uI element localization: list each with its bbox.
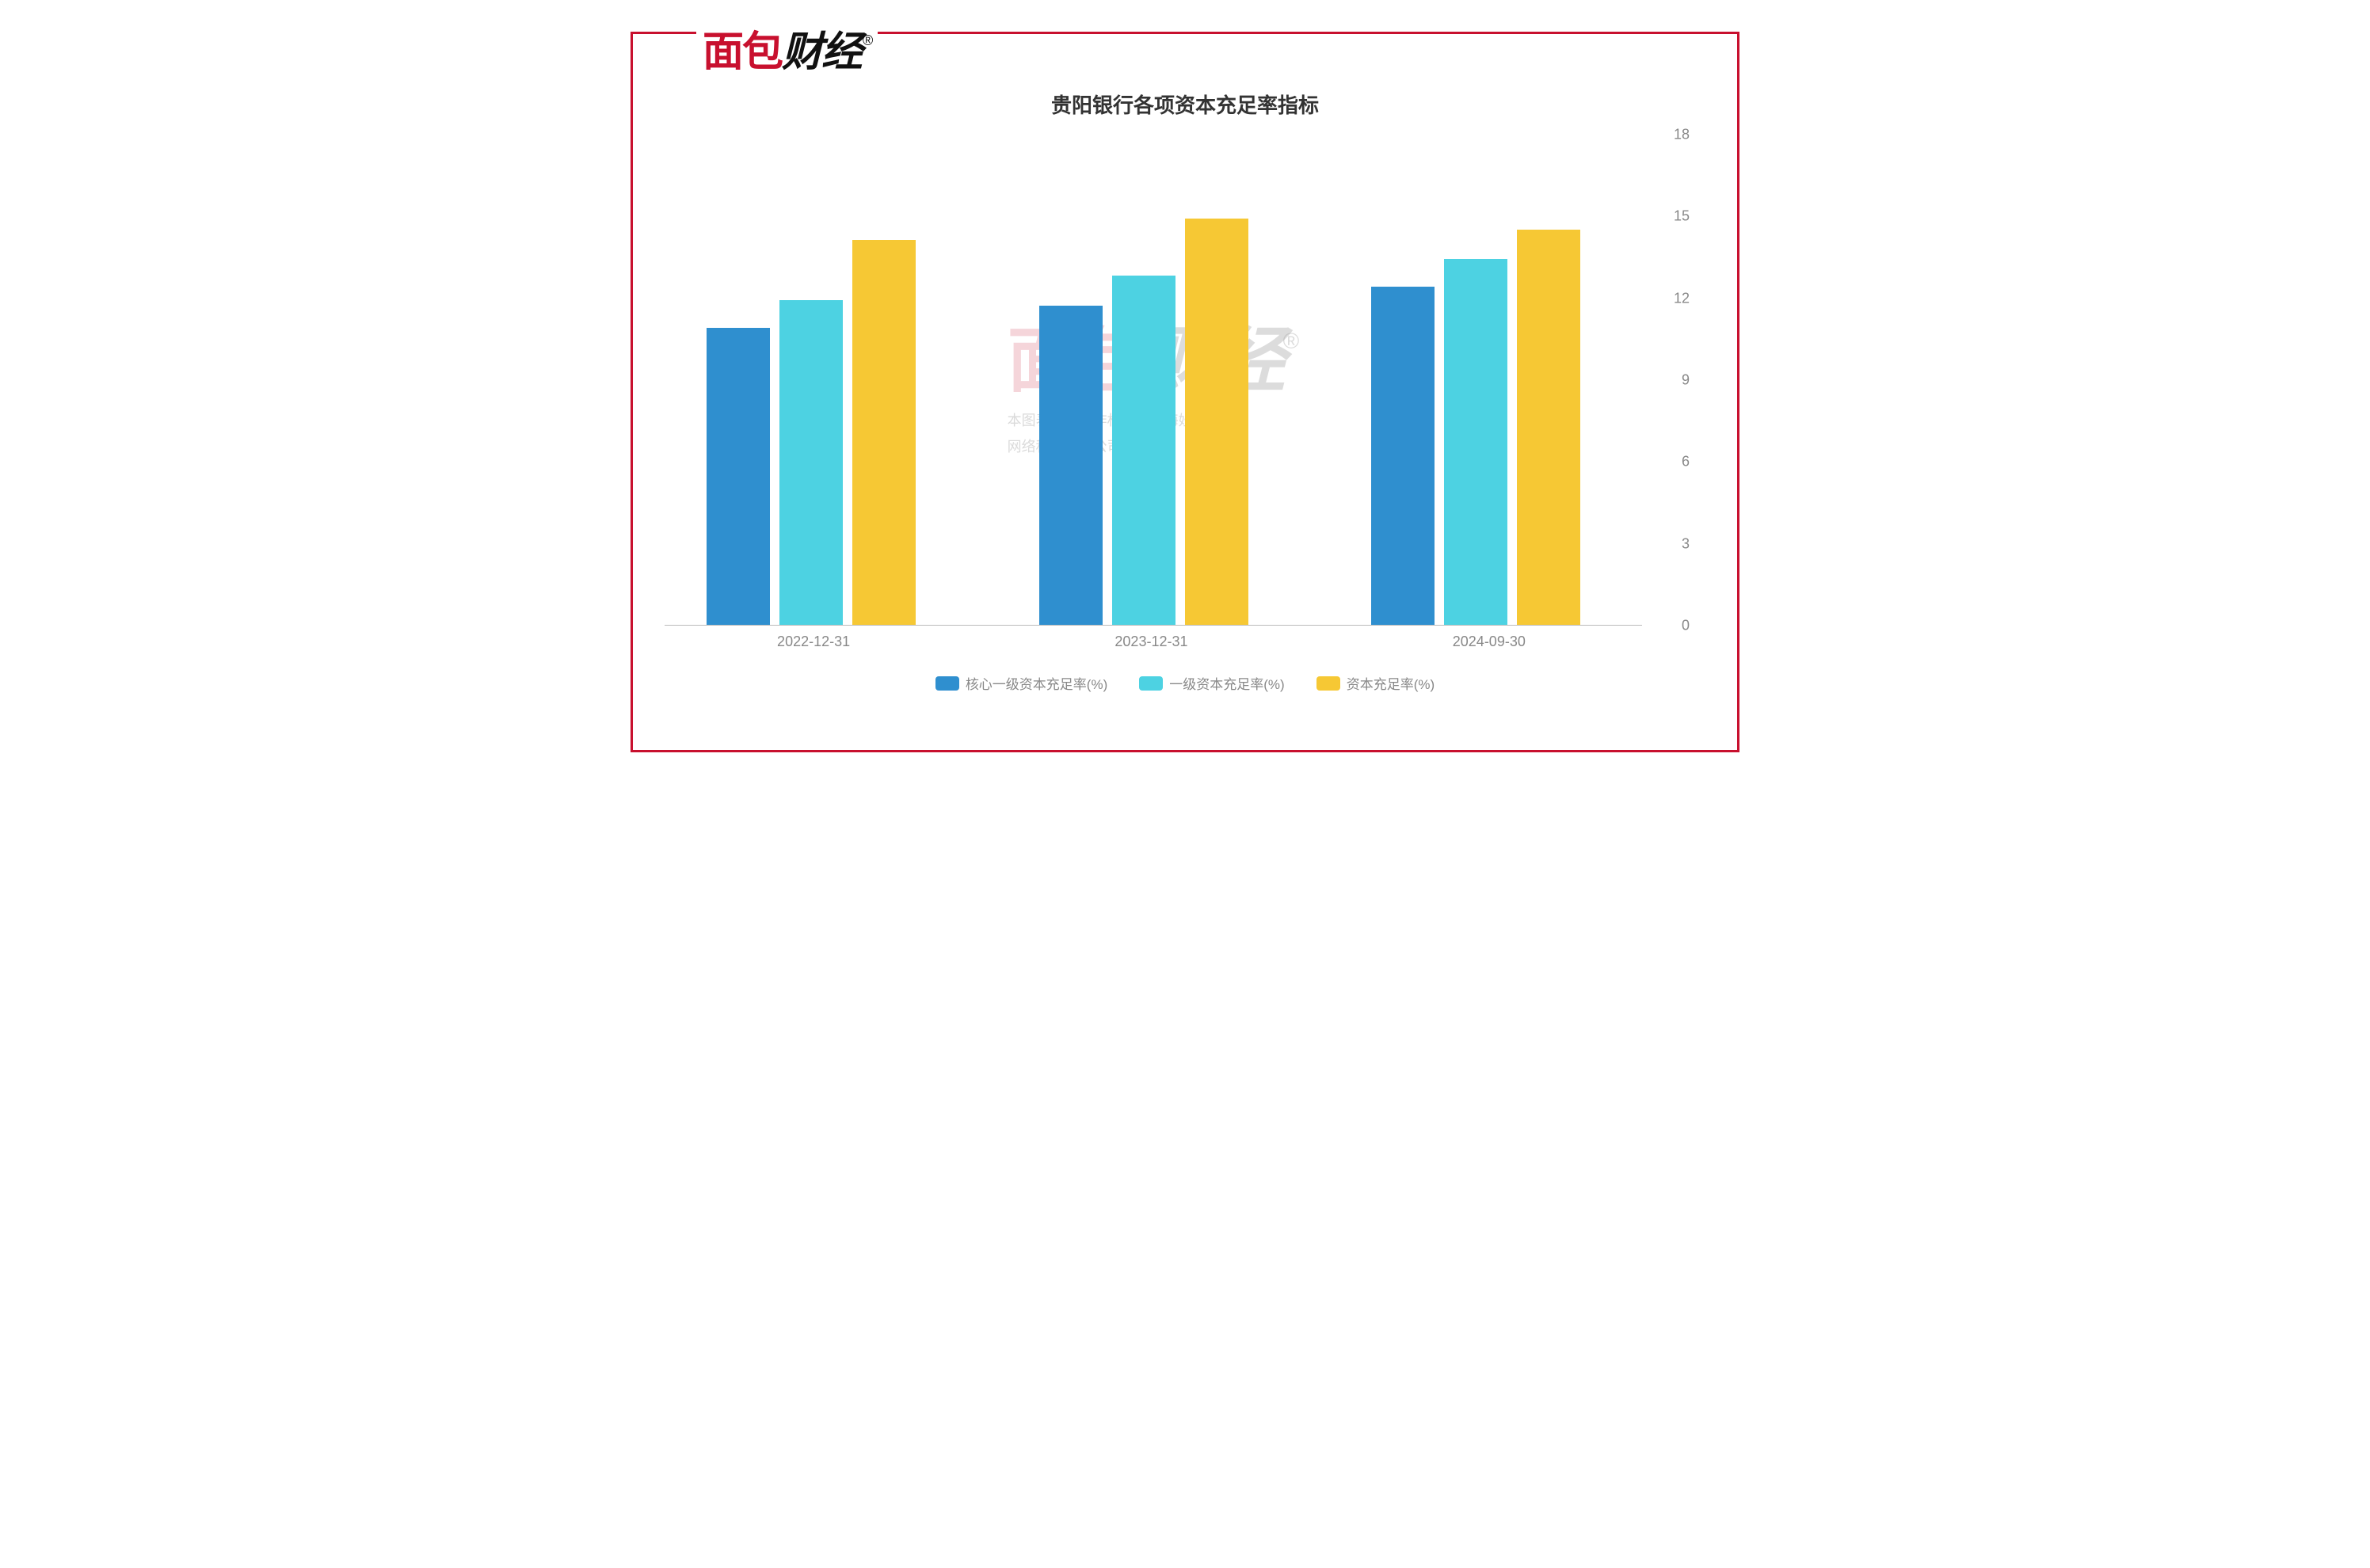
- bar-group: [707, 240, 916, 625]
- legend-item: 一级资本充足率(%): [1139, 673, 1284, 693]
- legend-label: 一级资本充足率(%): [1169, 673, 1284, 693]
- bar: [1371, 287, 1435, 625]
- y-tick-label: 6: [1682, 454, 1690, 470]
- logo-black-text: 财经: [782, 18, 861, 78]
- legend-item: 核心一级资本充足率(%): [935, 673, 1107, 693]
- legend-swatch: [1139, 676, 1163, 691]
- watermark-registered-icon: ®: [1283, 329, 1300, 354]
- legend: 核心一级资本充足率(%) 一级资本充足率(%) 资本充足率(%): [633, 673, 1737, 693]
- legend-swatch: [935, 676, 959, 691]
- logo-registered-icon: ®: [863, 32, 873, 49]
- bar: [1185, 219, 1248, 625]
- legend-label: 资本充足率(%): [1347, 673, 1435, 693]
- logo-red-text: 面包: [703, 18, 782, 78]
- bar: [1112, 276, 1175, 625]
- y-tick-label: 9: [1682, 372, 1690, 389]
- legend-swatch: [1316, 676, 1340, 691]
- y-tick-label: 15: [1674, 208, 1690, 225]
- bar-group: [1039, 219, 1248, 625]
- y-tick-label: 18: [1674, 127, 1690, 143]
- legend-item: 资本充足率(%): [1316, 673, 1435, 693]
- y-tick-label: 0: [1682, 618, 1690, 634]
- bar: [707, 328, 770, 625]
- x-tick-label: 2024-09-30: [1453, 634, 1526, 650]
- chart-title: 贵阳银行各项资本充足率指标: [633, 89, 1737, 119]
- brand-logo: 面包 财经 ®: [696, 18, 878, 78]
- x-tick-label: 2023-12-31: [1115, 634, 1187, 650]
- bar: [1444, 259, 1507, 625]
- bar: [779, 300, 843, 625]
- y-tick-label: 3: [1682, 535, 1690, 552]
- bar: [1517, 230, 1580, 625]
- chart-area: 面包 财经 ® 本图表图片著作权属于上海妙探 网络科技有限公司 03691215…: [665, 135, 1690, 626]
- y-axis-labels: 0369121518: [1650, 135, 1690, 626]
- bar: [852, 240, 916, 625]
- x-tick-label: 2022-12-31: [777, 634, 850, 650]
- bar-group: [1371, 230, 1580, 625]
- plot-region: 面包 财经 ® 本图表图片著作权属于上海妙探 网络科技有限公司: [665, 135, 1642, 626]
- x-axis-labels: 2022-12-31 2023-12-31 2024-09-30: [665, 634, 1658, 657]
- legend-label: 核心一级资本充足率(%): [966, 673, 1107, 693]
- y-tick-label: 12: [1674, 290, 1690, 306]
- bar: [1039, 306, 1103, 625]
- chart-frame: 面包 财经 ® 贵阳银行各项资本充足率指标 面包 财经 ® 本图表图片著作权属于…: [631, 32, 1739, 752]
